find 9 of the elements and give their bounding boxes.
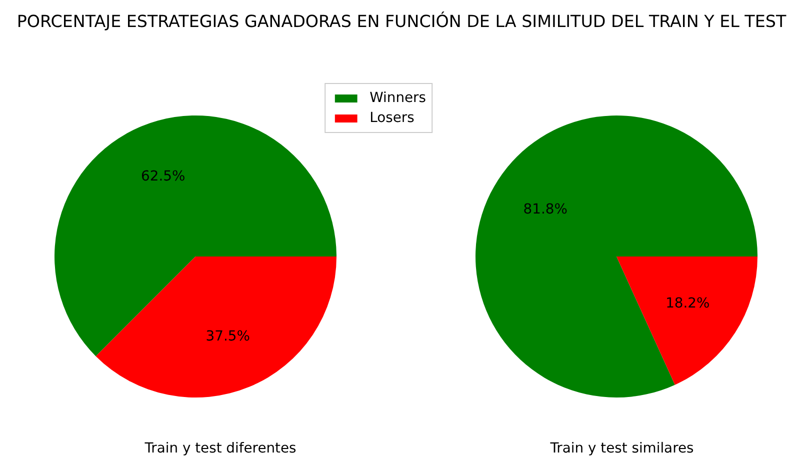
chart-title: PORCENTAJE ESTRATEGIAS GANADORAS EN FUNCIÓN DE LA SIMILITUD DEL TRAIN Y EL TEST	[16, 10, 786, 33]
text: Train y test diferentes	[144, 440, 296, 456]
text: Train y test similares	[549, 440, 694, 456]
data-label: 62.5%	[141, 168, 186, 185]
legend-label: Winners	[370, 90, 426, 106]
data-label: 37.5%	[206, 328, 250, 344]
legend-label: Losers	[370, 110, 414, 126]
data-label: 18.2%	[666, 295, 710, 312]
data-label: 81.8%	[523, 202, 568, 218]
